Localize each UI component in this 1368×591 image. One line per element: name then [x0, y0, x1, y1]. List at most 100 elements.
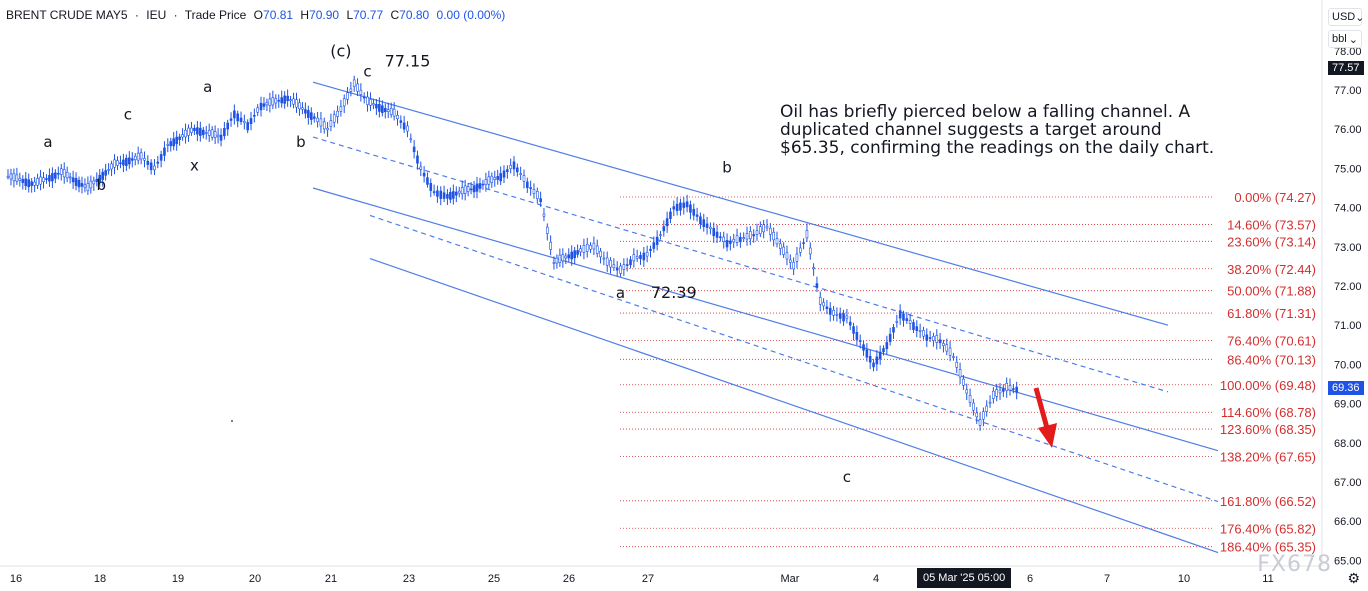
candle-body [277, 99, 281, 102]
candle-body [875, 356, 879, 365]
candle-body [602, 257, 606, 260]
candle-body [301, 107, 304, 110]
candle-body [86, 183, 90, 192]
candle-body [289, 99, 292, 101]
candle-body [399, 120, 403, 123]
candle-body [332, 114, 336, 123]
candle-body [752, 234, 755, 237]
x-tick-label: 27 [642, 573, 654, 585]
unit-select[interactable]: bbl ⌄ [1328, 30, 1362, 48]
candle-body [286, 95, 289, 101]
symbol-name[interactable]: BRENT CRUDE MAY5 [6, 8, 128, 22]
candle-body [412, 146, 416, 153]
candle-body [828, 307, 832, 315]
candle-body [570, 251, 574, 260]
unit-label: bbl [1332, 33, 1347, 45]
currency-select[interactable]: USD ⌄ [1328, 8, 1365, 26]
wave-label: c [124, 105, 132, 123]
candle-body [133, 155, 137, 160]
candle-body [592, 242, 596, 250]
candle-body [862, 344, 865, 351]
candle-body [942, 343, 945, 346]
candle-body [24, 178, 28, 187]
candle-body [422, 172, 426, 177]
candle-body [775, 238, 779, 245]
candle-body [149, 162, 153, 171]
candle-body [769, 227, 772, 235]
candle-body [184, 130, 187, 138]
candle-body [429, 183, 433, 191]
chevron-down-icon: ⌄ [1355, 11, 1365, 24]
candle-body [765, 225, 769, 229]
candle-body [589, 245, 592, 250]
candle-body [310, 112, 313, 120]
candle-body [39, 176, 42, 185]
candle-body [125, 157, 128, 166]
candle-body [457, 190, 461, 194]
candle-body [576, 250, 579, 255]
candle-body [339, 106, 343, 112]
candle-body [532, 189, 536, 194]
low-value: 70.77 [353, 8, 384, 22]
candle-body [449, 191, 452, 200]
wave-label: 77.15 [385, 51, 431, 70]
candle-body [210, 129, 214, 138]
candle-body [935, 335, 939, 343]
candle-body [522, 175, 526, 182]
candle-body [915, 326, 919, 331]
candle-body [795, 253, 799, 262]
candle-body [219, 134, 223, 141]
candle-body [855, 331, 859, 340]
y-tick-label: 75.00 [1334, 163, 1362, 175]
fib-level-label: 23.60% (73.14) [1227, 234, 1316, 249]
candle-body [539, 198, 542, 202]
candle-body [233, 110, 236, 119]
candle-body [71, 177, 75, 183]
candle-body [349, 88, 353, 92]
candle-body [645, 251, 649, 257]
candle-body [107, 169, 110, 171]
candle-body [274, 98, 278, 104]
candle-body [722, 236, 726, 242]
candle-body [735, 235, 739, 243]
x-tick-label: 18 [94, 573, 106, 585]
candle-body [865, 349, 869, 358]
fib-level-label: 50.00% (71.88) [1227, 284, 1316, 299]
settings-icon[interactable]: ⚙ [1347, 570, 1360, 586]
x-tick-label: 26 [563, 573, 575, 585]
fib-level-label: 123.60% (68.35) [1220, 422, 1316, 437]
candle-body [925, 334, 929, 341]
candle-body [669, 211, 672, 219]
candle-body [454, 191, 458, 196]
candle-body [635, 256, 639, 259]
candle-body [642, 252, 646, 261]
y-tick-label: 74.00 [1334, 203, 1362, 215]
candle-body [649, 248, 652, 251]
y-tick-label: 73.00 [1334, 242, 1362, 254]
x-tick-label: 16 [10, 573, 22, 585]
fib-level-label: 161.80% (66.52) [1220, 494, 1316, 509]
wave-label: 72.39 [651, 283, 697, 302]
candle-body [163, 147, 166, 156]
candle-body [536, 191, 539, 199]
candle-body [116, 160, 119, 166]
candle-body [187, 127, 190, 136]
currency-label: USD [1332, 11, 1356, 23]
candle-body [59, 168, 63, 175]
candle-body [312, 116, 316, 119]
wave-label: a [203, 78, 212, 96]
candle-body [268, 98, 272, 106]
candle-body [555, 257, 559, 264]
header-sep: · [173, 8, 178, 22]
candle-body [89, 180, 93, 189]
candle-body [582, 245, 586, 253]
target-arrow-head [1038, 423, 1057, 448]
candle-body [542, 213, 546, 217]
y-tick-label: 66.00 [1334, 516, 1362, 528]
candle-body [922, 330, 925, 337]
candle-body [955, 361, 959, 368]
candle-body [110, 163, 113, 170]
candle-body [432, 191, 436, 193]
candle-body [18, 178, 22, 181]
